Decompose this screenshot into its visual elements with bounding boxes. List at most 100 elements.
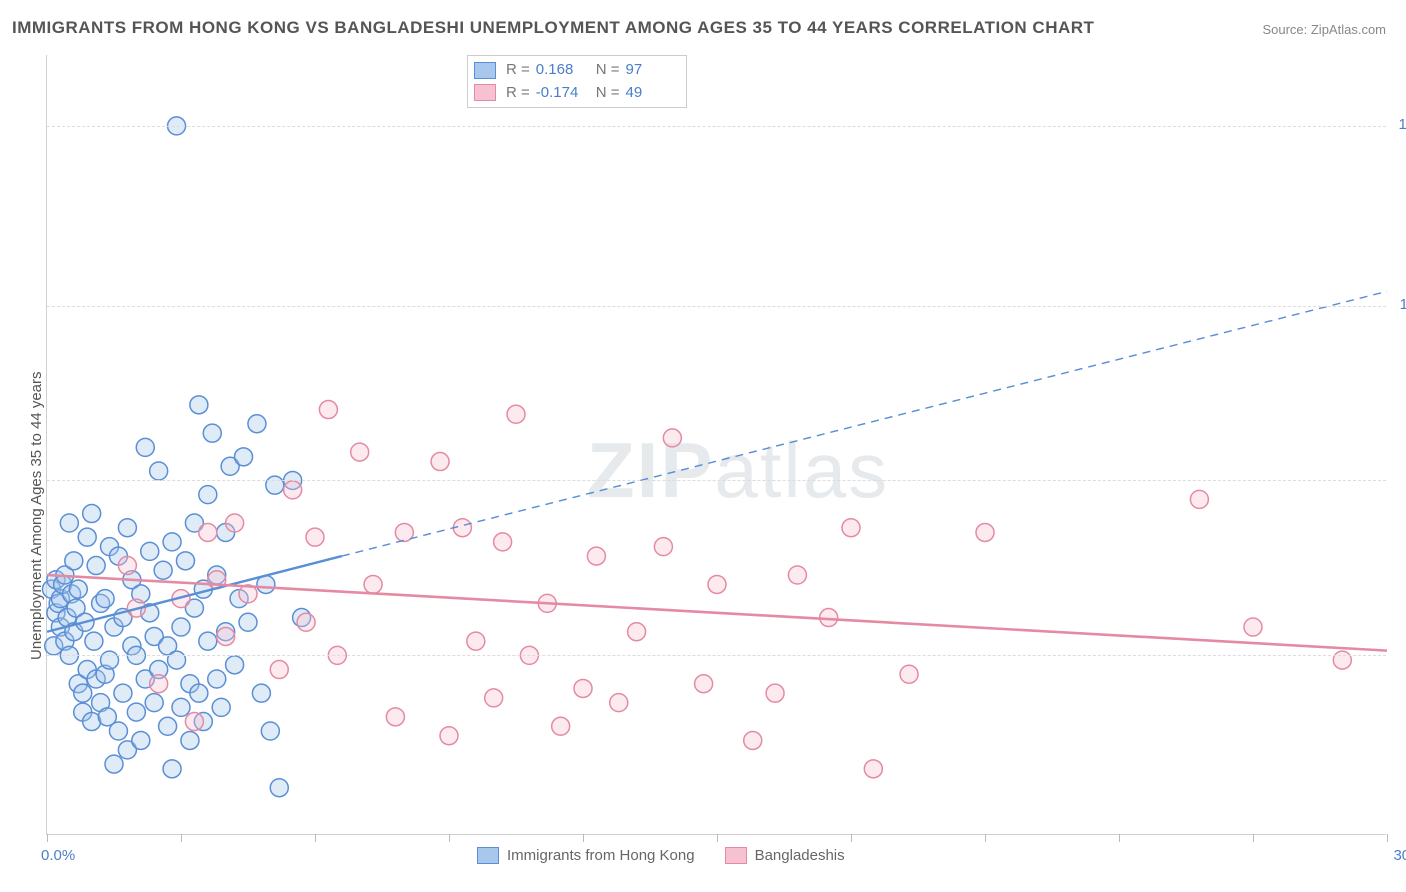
data-point: [485, 689, 503, 707]
data-point: [976, 523, 994, 541]
data-point: [766, 684, 784, 702]
data-point: [270, 779, 288, 797]
data-point: [226, 656, 244, 674]
y-tick-label: 11.2%: [1400, 296, 1406, 313]
data-point: [654, 538, 672, 556]
x-tick: [1119, 834, 1120, 842]
data-point: [364, 575, 382, 593]
stat-r-label: R =: [506, 59, 530, 82]
plot-area: ZIPatlas R = 0.168 N = 97 R = -0.174 N =…: [46, 55, 1386, 835]
data-point: [83, 505, 101, 523]
data-point: [190, 684, 208, 702]
data-point: [284, 481, 302, 499]
x-tick: [851, 834, 852, 842]
data-point: [150, 462, 168, 480]
data-point: [864, 760, 882, 778]
x-axis-max-label: 30.0%: [1393, 847, 1406, 864]
legend-label-1: Bangladeshis: [755, 847, 845, 864]
data-point: [1333, 651, 1351, 669]
data-point: [708, 575, 726, 593]
data-point: [248, 415, 266, 433]
data-point: [74, 684, 92, 702]
data-point: [695, 675, 713, 693]
data-point: [297, 613, 315, 631]
data-point: [78, 528, 96, 546]
data-point: [494, 533, 512, 551]
x-tick: [315, 834, 316, 842]
y-axis-label: Unemployment Among Ages 35 to 44 years: [28, 371, 45, 660]
data-point: [141, 542, 159, 560]
data-point: [163, 533, 181, 551]
data-point: [203, 424, 221, 442]
stat-n-label: N =: [596, 59, 620, 82]
data-point: [172, 698, 190, 716]
x-tick: [583, 834, 584, 842]
data-point: [154, 561, 172, 579]
stat-r-val-0: 0.168: [536, 59, 586, 82]
data-point: [270, 661, 288, 679]
data-point: [168, 651, 186, 669]
data-point: [261, 722, 279, 740]
data-point: [212, 698, 230, 716]
data-point: [788, 566, 806, 584]
data-point: [65, 552, 83, 570]
data-point: [176, 552, 194, 570]
data-point: [172, 618, 190, 636]
x-tick: [1387, 834, 1388, 842]
data-point: [199, 632, 217, 650]
data-point: [199, 523, 217, 541]
data-point: [431, 453, 449, 471]
x-tick: [717, 834, 718, 842]
data-point: [190, 396, 208, 414]
legend-item-1: Bangladeshis: [725, 847, 845, 864]
data-point: [96, 590, 114, 608]
data-point: [628, 623, 646, 641]
gridline: [47, 306, 1386, 307]
data-point: [252, 684, 270, 702]
data-point: [208, 670, 226, 688]
legend-swatch-icon: [725, 847, 747, 864]
data-point: [587, 547, 605, 565]
data-point: [159, 717, 177, 735]
data-point: [69, 580, 87, 598]
data-point: [199, 486, 217, 504]
data-point: [226, 514, 244, 532]
data-point: [235, 448, 253, 466]
data-point: [610, 694, 628, 712]
data-point: [87, 557, 105, 575]
data-point: [181, 731, 199, 749]
data-point: [467, 632, 485, 650]
stats-row-1: R = -0.174 N = 49: [474, 82, 676, 105]
data-point: [266, 476, 284, 494]
data-point: [900, 665, 918, 683]
data-point: [163, 760, 181, 778]
x-axis-min-label: 0.0%: [41, 847, 75, 864]
x-tick: [181, 834, 182, 842]
data-point: [150, 675, 168, 693]
gridline: [47, 655, 1386, 656]
data-point: [351, 443, 369, 461]
data-point: [132, 731, 150, 749]
legend-swatch-0: [474, 62, 496, 79]
data-point: [60, 514, 78, 532]
stat-r-label: R =: [506, 82, 530, 105]
data-point: [145, 694, 163, 712]
x-tick: [1253, 834, 1254, 842]
data-point: [105, 755, 123, 773]
data-point: [1244, 618, 1262, 636]
data-point: [239, 613, 257, 631]
data-point: [217, 627, 235, 645]
stats-legend: R = 0.168 N = 97 R = -0.174 N = 49: [467, 55, 687, 108]
legend-label-0: Immigrants from Hong Kong: [507, 847, 695, 864]
source-attribution: Source: ZipAtlas.com: [1262, 22, 1386, 37]
data-point: [1190, 490, 1208, 508]
data-point: [118, 557, 136, 575]
stat-r-val-1: -0.174: [536, 82, 586, 105]
bottom-legend: Immigrants from Hong Kong Bangladeshis: [477, 847, 845, 864]
data-point: [842, 519, 860, 537]
x-tick: [449, 834, 450, 842]
data-point: [136, 438, 154, 456]
data-point: [127, 703, 145, 721]
stat-n-val-0: 97: [626, 59, 676, 82]
data-point: [118, 519, 136, 537]
